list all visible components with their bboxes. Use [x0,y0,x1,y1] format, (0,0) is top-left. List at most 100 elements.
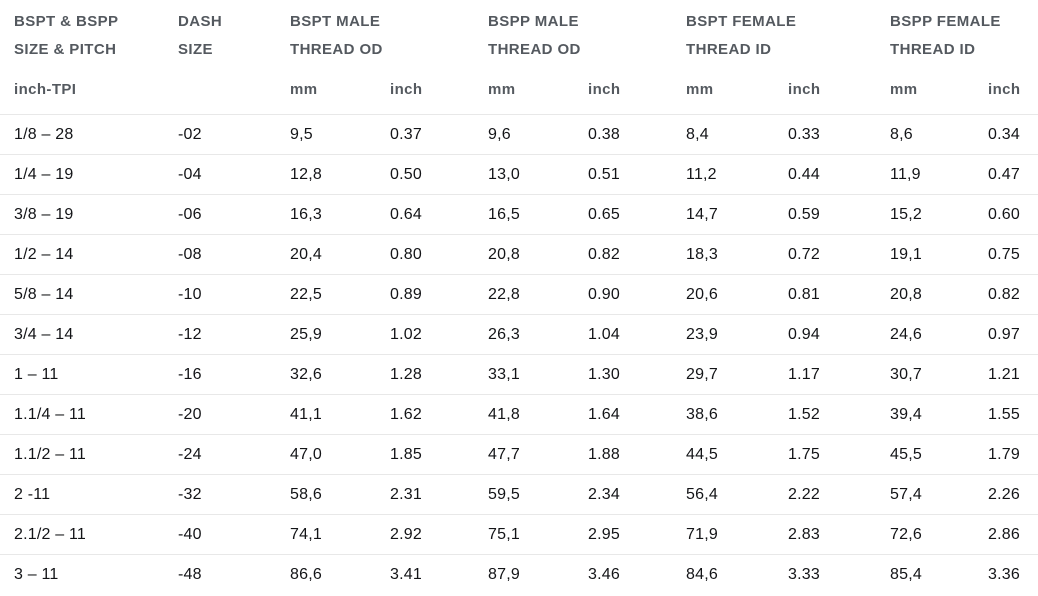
table-row: 1 – 11 -16 32,6 1.28 33,1 1.30 29,7 1.17 30,7 1.2… [0,354,1038,395]
table-cell: 2.86 [988,525,1020,543]
table-cell: -08 [178,245,202,263]
header-line: THREAD OD [488,41,581,58]
table-cell: 8,4 [686,125,709,143]
units-cell-inch: inch [788,81,821,98]
table-cell: 0.38 [588,125,620,143]
units-row: inch-TPI mm inch mm inch mm inch mm inch [0,64,1038,115]
table-cell: 33,1 [488,365,520,383]
table-cell: -20 [178,405,202,423]
header-bspt-female-id: BSPT FEMALE THREAD ID [686,0,890,64]
table-cell: 0.47 [988,165,1020,183]
table-cell: 1.1/2 – 11 [14,445,86,463]
table-cell: 0.44 [788,165,820,183]
table-cell: 22,5 [290,285,322,303]
table-cell: 23,9 [686,325,718,343]
header-dash-size: DASH SIZE [178,0,290,64]
units-cell-mm: mm [290,81,318,98]
table-body: 1/8 – 28 -02 9,5 0.37 9,6 0.38 8,4 0.33 8,6 0.34 1… [0,114,1038,595]
table-cell: -32 [178,485,202,503]
table-header: BSPT & BSPP SIZE & PITCH DASH SIZE BSPT … [0,0,1038,115]
table-cell: 20,4 [290,245,322,263]
units-cell-mm: mm [488,81,516,98]
table-row: 1.1/2 – 11 -24 47,0 1.85 47,7 1.88 44,5 1.75 45,… [0,434,1038,475]
header-line: THREAD ID [890,41,976,58]
table-cell: 1.79 [988,445,1020,463]
table-cell: 2.1/2 – 11 [14,525,86,543]
table-cell: 1.02 [390,325,422,343]
header-bspp-female-id: BSPP FEMALE THREAD ID [890,0,1038,64]
table-cell: 84,6 [686,565,718,583]
table-cell: 11,2 [686,165,717,183]
header-line: BSPP FEMALE [890,13,1001,30]
table-cell: 39,4 [890,405,922,423]
table-cell: 14,7 [686,205,718,223]
units-cell-inch-tpi: inch-TPI [14,81,77,98]
table-cell: 0.94 [788,325,820,343]
table-cell: 1.88 [588,445,620,463]
table-row: 2 -11 -32 58,6 2.31 59,5 2.34 56,4 2.22 57,4 2.26 [0,474,1038,515]
table-cell: 0.81 [788,285,820,303]
table-row: 3/4 – 14 -12 25,9 1.02 26,3 1.04 23,9 0.94 24,6 0… [0,314,1038,355]
table-cell: -10 [178,285,202,303]
table-cell: 44,5 [686,445,718,463]
table-row: 1/2 – 14 -08 20,4 0.80 20,8 0.82 18,3 0.72 19,1 0… [0,234,1038,275]
header-line: BSPP MALE [488,13,579,30]
header-line: THREAD ID [686,41,772,58]
table-cell: 1/8 – 28 [14,125,74,143]
table-cell: 24,6 [890,325,922,343]
table-cell: 0.72 [788,245,820,263]
table-cell: 11,9 [890,165,921,183]
table-cell: 47,0 [290,445,322,463]
table-row: 1.1/4 – 11 -20 41,1 1.62 41,8 1.64 38,6 1.52 39,… [0,394,1038,435]
header-line: BSPT FEMALE [686,13,797,30]
table-cell: 1.21 [988,365,1020,383]
table-cell: 56,4 [686,485,718,503]
table-cell: 12,8 [290,165,322,183]
table-cell: 3.41 [390,565,422,583]
table-cell: 2.22 [788,485,820,503]
table-cell: 9,5 [290,125,313,143]
table-row: 1/4 – 19 -04 12,8 0.50 13,0 0.51 11,2 0.44 11,9 0… [0,154,1038,195]
table-cell: 16,5 [488,205,520,223]
table-cell: -02 [178,125,202,143]
table-cell: 47,7 [488,445,520,463]
table-cell: -48 [178,565,202,583]
table-cell: 22,8 [488,285,520,303]
table-cell: 16,3 [290,205,322,223]
table-cell: 72,6 [890,525,922,543]
units-cell-inch: inch [588,81,621,98]
table-cell: 15,2 [890,205,922,223]
table-row: 5/8 – 14 -10 22,5 0.89 22,8 0.90 20,6 0.81 20,8 0… [0,274,1038,315]
table-cell: 1 – 11 [14,365,59,383]
table-cell: 58,6 [290,485,322,503]
table-cell: 0.90 [588,285,620,303]
header-line: SIZE & PITCH [14,41,117,58]
table-cell: 1.85 [390,445,422,463]
table-cell: 20,8 [890,285,922,303]
table-cell: -06 [178,205,202,223]
table-row: 1/8 – 28 -02 9,5 0.37 9,6 0.38 8,4 0.33 8,6 0.34 [0,114,1038,155]
table-cell: 8,6 [890,125,913,143]
table-cell: 1.28 [390,365,422,383]
table-cell: -16 [178,365,202,383]
table-cell: 41,8 [488,405,520,423]
table-cell: 13,0 [488,165,520,183]
table-cell: 3.46 [588,565,620,583]
units-cell-mm: mm [686,81,714,98]
table-cell: 20,6 [686,285,718,303]
header-line: BSPT MALE [290,13,381,30]
table-cell: 0.89 [390,285,422,303]
table-cell: 2.95 [588,525,620,543]
table-row: 2.1/2 – 11 -40 74,1 2.92 75,1 2.95 71,9 2.83 72,… [0,514,1038,555]
units-cell-inch: inch [988,81,1021,98]
table-cell: 1.1/4 – 11 [14,405,86,423]
table-cell: 1/2 – 14 [14,245,74,263]
table-cell: 25,9 [290,325,322,343]
table-cell: 85,4 [890,565,922,583]
table-cell: 3.33 [788,565,820,583]
table-cell: 2 -11 [14,485,51,503]
units-cell-mm: mm [890,81,918,98]
table-cell: 0.75 [988,245,1020,263]
table-cell: 1.64 [588,405,620,423]
